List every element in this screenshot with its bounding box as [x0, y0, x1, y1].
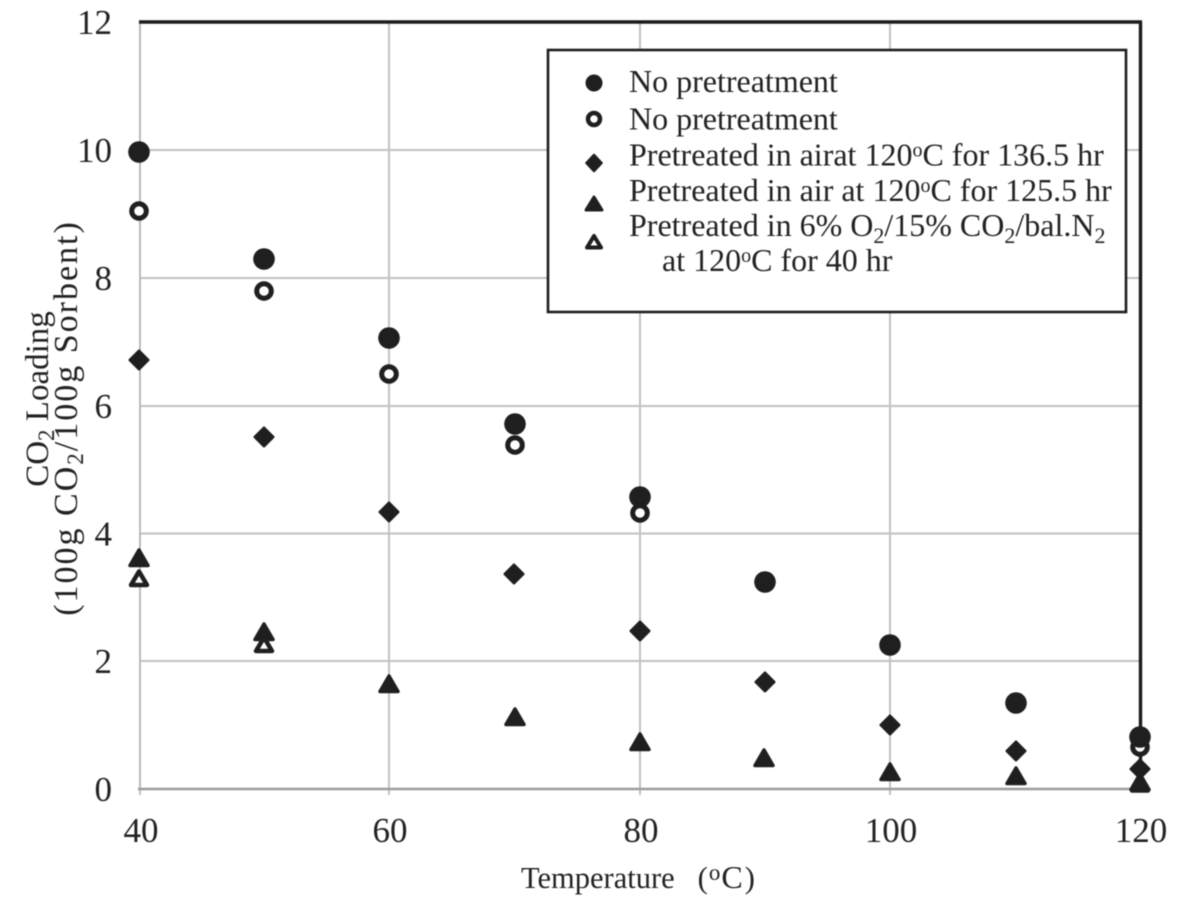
- svg-text:No pretreatment: No pretreatment: [629, 101, 838, 137]
- svg-text:0: 0: [95, 770, 113, 809]
- svg-text:60: 60: [373, 811, 408, 850]
- svg-text:at 120oC for 40 hr: at 120oC for 40 hr: [662, 242, 893, 278]
- svg-text:100: 100: [865, 811, 918, 850]
- svg-text:10: 10: [77, 131, 112, 170]
- svg-text:CO2 Loading: CO2 Loading: [20, 311, 59, 487]
- svg-text:12: 12: [77, 3, 112, 42]
- svg-text:120: 120: [1115, 811, 1168, 850]
- svg-text:No pretreatment: No pretreatment: [629, 63, 838, 99]
- svg-text:(100g CO2/100g Sorbent): (100g CO2/100g Sorbent): [48, 220, 88, 616]
- svg-text:6: 6: [95, 387, 113, 426]
- svg-text:Pretreated in air at 120oC f: Pretreated in air at 120oC for 125.5 hr: [629, 172, 1112, 208]
- svg-text:2: 2: [95, 642, 113, 681]
- svg-text:Pretreated in airat 120oC for: Pretreated in airat 120oC for 136.5 hr: [629, 137, 1104, 173]
- svg-text:8: 8: [95, 259, 113, 298]
- svg-text:4: 4: [95, 515, 113, 554]
- svg-text:80: 80: [624, 811, 659, 850]
- svg-text:Pretreated in 6% O2/15% CO2/ba: Pretreated in 6% O2/15% CO2/bal.N2: [629, 207, 1105, 248]
- svg-text:40: 40: [124, 811, 159, 850]
